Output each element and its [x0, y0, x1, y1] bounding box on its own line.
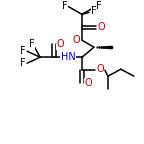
Text: F: F: [96, 1, 102, 11]
Text: F: F: [29, 39, 35, 49]
Text: F: F: [20, 58, 26, 68]
Text: F: F: [20, 46, 26, 56]
Text: O: O: [84, 78, 92, 88]
Text: O: O: [97, 22, 105, 32]
Text: O: O: [96, 64, 104, 74]
Text: O: O: [72, 35, 80, 45]
Text: O: O: [56, 39, 64, 49]
Text: F: F: [62, 1, 68, 11]
Text: F: F: [91, 6, 97, 16]
Text: HN: HN: [61, 52, 75, 62]
